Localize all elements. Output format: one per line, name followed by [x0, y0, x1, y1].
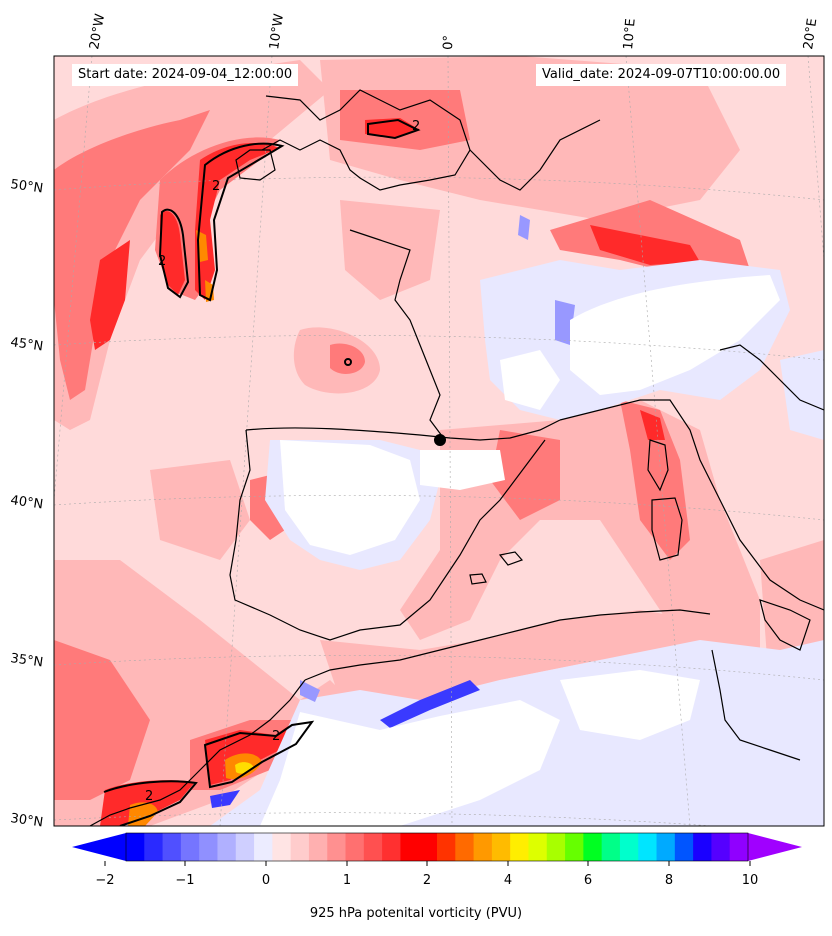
- contour-label: 2: [158, 254, 166, 269]
- colorbar-swatch: [546, 833, 566, 861]
- colorbar-swatch: [180, 833, 200, 861]
- colorbar-swatch: [528, 833, 548, 861]
- lon-label-20e: 20°E: [801, 18, 820, 51]
- colorbar-swatch: [711, 833, 731, 861]
- colorbar-swatch: [455, 833, 475, 861]
- graticule: [54, 56, 824, 826]
- latitude-labels: 50°N 45°N 40°N 35°N 30°N: [9, 177, 44, 830]
- lat-label-50n: 50°N: [9, 177, 44, 196]
- lon-label-20w: 20°W: [87, 13, 108, 51]
- colorbar-tick-label: 1: [343, 873, 351, 888]
- colorbar-swatch: [217, 833, 237, 861]
- colorbar-tick-label: 0: [262, 873, 270, 888]
- colorbar-swatch: [583, 833, 603, 861]
- colorbar-swatch: [510, 833, 529, 861]
- coastlines: [89, 89, 824, 826]
- colorbar-swatch: [272, 833, 292, 861]
- colorbar-tick-label: 10: [742, 873, 759, 888]
- map-panel: 2 2 2 2 2: [54, 56, 824, 826]
- colorbar-swatch: [693, 833, 712, 861]
- colorbar-swatch: [619, 833, 639, 861]
- lat-label-40n: 40°N: [9, 493, 44, 512]
- colorbar-swatch: [327, 833, 347, 861]
- colorbar-swatch: [345, 833, 365, 861]
- colorbar-swatch: [418, 833, 438, 861]
- colorbar-tick-label: 6: [584, 873, 592, 888]
- colorbar-swatch: [290, 833, 310, 861]
- lon-label-10e: 10°E: [621, 18, 639, 50]
- start-date-label: Start date: 2024-09-04_12:00:00: [72, 64, 299, 86]
- colorbar-swatch: [382, 833, 401, 861]
- map-frame: [53, 55, 825, 827]
- colorbar: −2 −1 0 1 2 4 6 8 10: [72, 832, 802, 888]
- colorbar-swatch: [254, 833, 273, 861]
- colorbar-swatch: [729, 833, 749, 861]
- contour-label: 2: [412, 119, 420, 134]
- colorbar-swatch: [638, 833, 658, 861]
- colorbar-label: 925 hPa potenital vorticity (PVU): [309, 906, 523, 921]
- contour-labels: 2 2 2 2 2: [145, 119, 420, 804]
- colorbar-tick-label: −2: [95, 873, 114, 888]
- contour-label: 2: [212, 179, 220, 194]
- colorbar-swatch: [162, 833, 182, 861]
- contour-label: 2: [272, 729, 280, 744]
- contour-label: 2: [145, 789, 153, 804]
- colorbar-swatch: [601, 833, 621, 861]
- colorbar-under-arrow: [72, 833, 126, 861]
- lat-label-30n: 30°N: [9, 811, 44, 830]
- colorbar-swatches: [126, 833, 749, 861]
- longitude-labels: 20°W 10°W 0° 10°E 20°E: [87, 13, 820, 51]
- lat-label-35n: 35°N: [9, 651, 44, 670]
- colorbar-over-arrow: [748, 833, 802, 861]
- lon-label-0: 0°: [441, 35, 457, 50]
- colorbar-swatch: [144, 833, 164, 861]
- valid-date-label: Valid_date: 2024-09-07T10:00:00.00: [536, 64, 787, 86]
- colorbar-outline: [125, 832, 749, 862]
- colorbar-tick-label: 2: [423, 873, 431, 888]
- colorbar-swatch: [674, 833, 694, 861]
- colorbar-swatch: [126, 833, 145, 861]
- lat-label-45n: 45°N: [9, 335, 44, 354]
- colorbar-tick-label: −1: [175, 873, 194, 888]
- lon-label-10w: 10°W: [267, 13, 287, 51]
- colorbar-swatch: [656, 833, 676, 861]
- colorbar-swatch: [491, 833, 511, 861]
- colorbar-swatch: [199, 833, 218, 861]
- colorbar-ticks: −2 −1 0 1 2 4 6 8 10: [95, 861, 758, 888]
- pv-field-zero: [260, 275, 780, 826]
- colorbar-swatch: [473, 833, 493, 861]
- colorbar-swatch: [437, 833, 456, 861]
- colorbar-swatch: [400, 833, 420, 861]
- colorbar-tick-label: 4: [504, 873, 512, 888]
- colorbar-tick-label: 8: [665, 873, 673, 888]
- colorbar-swatch: [235, 833, 255, 861]
- colorbar-swatch: [565, 833, 584, 861]
- colorbar-swatch: [308, 833, 328, 861]
- colorbar-swatch: [363, 833, 383, 861]
- pv-2-contours: [103, 118, 446, 826]
